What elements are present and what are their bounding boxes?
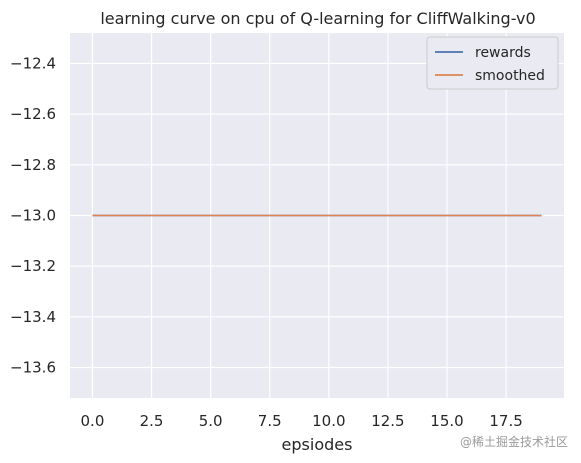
legend-label-rewards: rewards — [475, 45, 531, 61]
y-tick-labels: −12.4 −12.6 −12.8 −13.0 −13.2 −13.4 −13.6 — [10, 54, 56, 376]
chart-title: learning curve on cpu of Q-learning for … — [100, 9, 535, 28]
x-tick-label: 15.0 — [430, 412, 463, 430]
x-tick-label: 7.5 — [258, 412, 282, 430]
y-tick-label: −13.6 — [10, 359, 56, 377]
x-tick-label: 17.5 — [489, 412, 522, 430]
legend: rewards smoothed — [426, 36, 559, 90]
y-tick-label: −13.0 — [10, 207, 56, 225]
y-tick-label: −12.4 — [10, 54, 56, 72]
y-tick-label: −13.4 — [10, 308, 56, 326]
grid — [70, 33, 564, 398]
watermark-text: @稀土掘金技术社区 — [460, 434, 568, 449]
x-tick-label: 12.5 — [371, 412, 404, 430]
legend-label-smoothed: smoothed — [475, 68, 545, 84]
x-tick-label: 2.5 — [140, 412, 164, 430]
x-axis-label: epsiodes — [282, 435, 353, 454]
x-tick-label: 0.0 — [81, 412, 105, 430]
y-tick-label: −12.8 — [10, 156, 56, 174]
y-tick-label: −13.2 — [10, 257, 56, 275]
x-tick-labels: 0.0 2.5 5.0 7.5 10.0 12.5 15.0 17.5 — [81, 412, 523, 430]
x-tick-label: 10.0 — [312, 412, 345, 430]
legend-box — [426, 36, 559, 90]
x-tick-label: 5.0 — [199, 412, 223, 430]
y-tick-label: −12.6 — [10, 105, 56, 123]
